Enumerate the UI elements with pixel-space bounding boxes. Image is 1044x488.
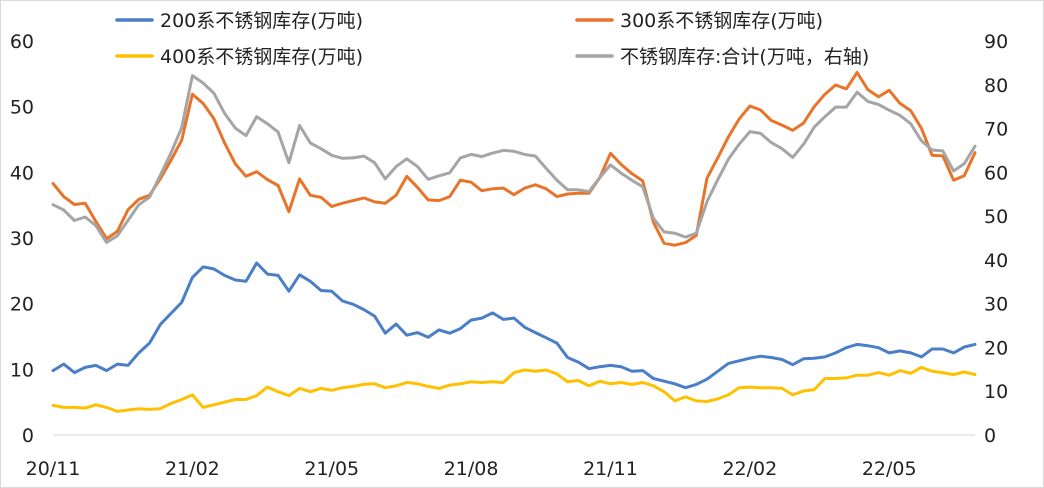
series-total-line [51,74,977,244]
y-left-tick-label: 50 [10,97,34,119]
y-right-tick-label: 80 [984,75,1008,97]
y-right-tick-label: 30 [984,294,1008,316]
y-right-tick-label: 0 [984,425,996,447]
y-right-tick-label: 10 [984,381,1008,403]
y-right-tick-label: 60 [984,162,1008,184]
y-left-tick-label: 30 [10,228,34,250]
x-tick-label: 21/02 [165,458,220,480]
y-right-tick-label: 90 [984,31,1008,53]
legend-label-300-series: 300系不锈钢库存(万吨) [620,10,823,32]
y-left-tick-label: 60 [10,31,34,53]
plot-area [51,71,977,413]
y-right-tick-label: 50 [984,206,1008,228]
series-400-line [51,365,977,413]
y-left-tick-label: 40 [10,162,34,184]
x-tick-label: 21/05 [304,458,359,480]
legend: 200系不锈钢库存(万吨) 300系不锈钢库存(万吨) 400系不锈钢库存(万吨… [115,10,869,68]
y-left-tick-label: 10 [10,359,34,381]
axes: 0 10 20 30 40 50 60 0 10 20 30 40 50 60 70 80 90 20/11 21/… [10,31,1008,480]
legend-label-400-series: 400系不锈钢库存(万吨) [160,46,363,68]
x-tick-label: 20/11 [26,458,81,480]
series-300-line [51,71,977,247]
x-tick-label: 22/05 [862,458,917,480]
y-left-tick-label: 20 [10,294,34,316]
legend-label-total: 不锈钢库存:合计(万吨，右轴) [620,46,869,68]
y-left-tick-label: 0 [22,425,34,447]
legend-label-200-series: 200系不锈钢库存(万吨) [160,10,363,32]
y-right-tick-label: 70 [984,119,1008,141]
x-tick-label: 21/08 [444,458,499,480]
series-200-line [51,261,977,390]
y-right-tick-label: 40 [984,250,1008,272]
x-tick-label: 21/11 [583,458,638,480]
y-right-tick-label: 20 [984,337,1008,359]
x-tick-label: 22/02 [722,458,777,480]
